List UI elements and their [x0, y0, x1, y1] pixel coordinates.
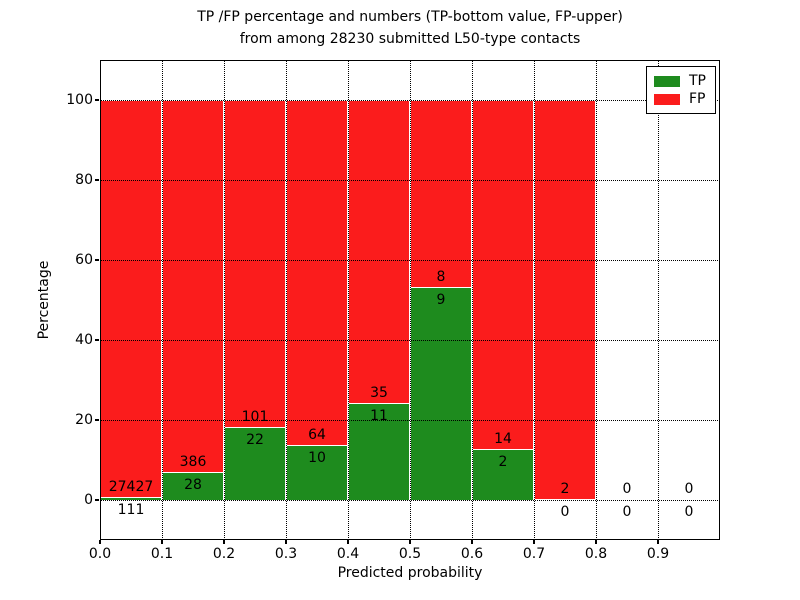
- fp-bar-segment: [100, 100, 162, 499]
- fp-bar-segment: [472, 100, 534, 450]
- fp-count-label: 101: [241, 409, 269, 426]
- legend-label-fp: FP: [689, 91, 706, 107]
- vertical-gridline: [657, 60, 659, 540]
- y-tick-mark: [95, 339, 99, 341]
- y-tick-mark: [95, 179, 99, 181]
- tp-count-label: 11: [370, 408, 388, 425]
- tp-bar-segment: [162, 472, 224, 500]
- y-tick-label: 60: [75, 252, 93, 268]
- vertical-gridline: [533, 60, 535, 540]
- x-tick-label: 0.3: [274, 546, 298, 562]
- x-tick-label: 0.8: [584, 546, 608, 562]
- x-tick-mark: [409, 540, 411, 544]
- fp-bar-segment: [410, 100, 472, 289]
- y-tick-label: 100: [66, 92, 93, 108]
- tp-count-label: 111: [117, 502, 145, 519]
- y-tick-mark: [95, 499, 99, 501]
- y-tick-label: 20: [75, 412, 93, 428]
- y-axis-label: Percentage: [36, 260, 52, 340]
- fp-bar-segment: [224, 100, 286, 429]
- vertical-gridline: [409, 60, 411, 540]
- x-tick-label: 0.5: [398, 546, 422, 562]
- y-tick-label: 40: [75, 332, 93, 348]
- y-tick-label: 80: [75, 172, 93, 188]
- legend: TP FP: [646, 66, 716, 114]
- y-tick-mark: [95, 419, 99, 421]
- x-axis-label: Predicted probability: [337, 565, 483, 581]
- tp-count-label: 10: [308, 449, 326, 466]
- y-tick-mark: [95, 259, 99, 261]
- tp-count-label: 0: [560, 504, 570, 520]
- x-tick-mark: [471, 540, 473, 544]
- chart-title-line1: TP /FP percentage and numbers (TP-bottom…: [197, 9, 623, 25]
- x-tick-label: 0.7: [522, 546, 546, 562]
- x-tick-mark: [99, 540, 101, 544]
- x-tick-mark: [161, 540, 163, 544]
- x-tick-label: 0.6: [460, 546, 484, 562]
- y-tick-label: 0: [84, 492, 93, 508]
- chart-title-line2: from among 28230 submitted L50-type cont…: [239, 31, 581, 47]
- vertical-gridline: [161, 60, 163, 540]
- tp-count-label: 0: [684, 504, 694, 520]
- vertical-gridline: [471, 60, 473, 540]
- tp-count-label: 0: [622, 504, 632, 520]
- legend-item-tp: TP: [654, 73, 708, 89]
- fp-count-label: 8: [436, 269, 446, 286]
- tp-count-label: 2: [498, 454, 508, 470]
- tp-bar-segment: [472, 450, 534, 500]
- x-tick-mark: [533, 540, 535, 544]
- vertical-gridline: [223, 60, 225, 540]
- x-tick-mark: [223, 540, 225, 544]
- x-tick-mark: [657, 540, 659, 544]
- fp-count-label: 64: [308, 426, 326, 443]
- x-tick-mark: [285, 540, 287, 544]
- fp-legend-swatch: [654, 93, 680, 105]
- x-tick-mark: [595, 540, 597, 544]
- fp-bar-segment: [534, 100, 596, 500]
- legend-label-tp: TP: [689, 73, 706, 89]
- y-tick-mark: [95, 99, 99, 101]
- x-tick-label: 0.2: [212, 546, 236, 562]
- x-tick-mark: [347, 540, 349, 544]
- fp-bar-segment: [162, 100, 224, 473]
- fp-count-label: 2: [560, 481, 570, 497]
- vertical-gridline: [347, 60, 349, 540]
- x-tick-label: 0.0: [88, 546, 112, 562]
- legend-item-fp: FP: [654, 91, 708, 107]
- tp-count-label: 22: [246, 432, 264, 449]
- chart-title: TP /FP percentage and numbers (TP-bottom…: [100, 6, 720, 50]
- fp-count-label: 0: [684, 481, 694, 497]
- fp-count-label: 14: [494, 431, 512, 447]
- vertical-gridline: [595, 60, 597, 540]
- x-tick-label: 0.4: [336, 546, 360, 562]
- fp-count-label: 35: [370, 385, 388, 402]
- tp-count-label: 9: [436, 292, 446, 309]
- fp-count-label: 0: [622, 481, 632, 497]
- fp-count-label: 27427: [108, 479, 154, 496]
- fp-bar-segment: [286, 100, 348, 446]
- fp-count-label: 386: [179, 453, 207, 470]
- tp-legend-swatch: [654, 75, 680, 87]
- plot-area: 27427 111 386 28 101 22 64 10 35 11 8 9 14 2 2 0 0 0 0 0: [100, 60, 720, 540]
- vertical-gridline: [285, 60, 287, 540]
- x-tick-label: 0.9: [646, 546, 670, 562]
- fp-bar-segment: [348, 100, 410, 405]
- x-tick-label: 0.1: [150, 546, 174, 562]
- tp-bar-segment: [410, 288, 472, 500]
- tp-count-label: 28: [184, 476, 202, 493]
